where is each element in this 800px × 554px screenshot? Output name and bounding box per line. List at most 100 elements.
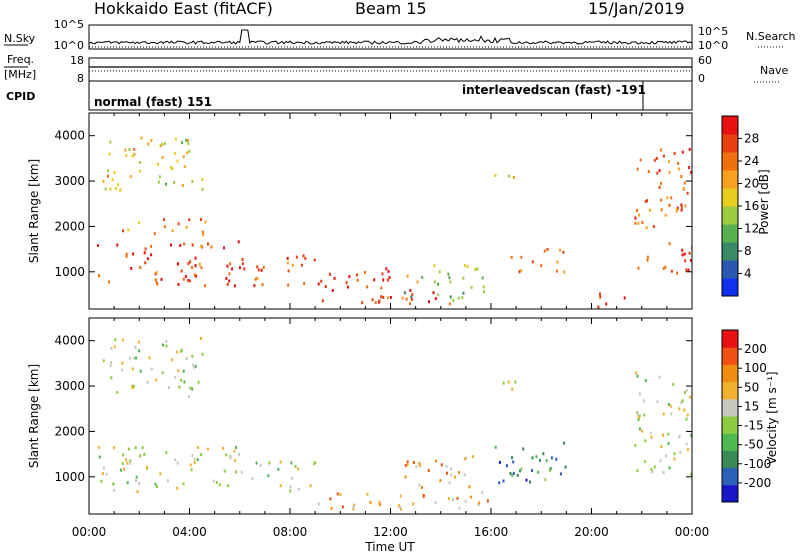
colorbar-tick-label: -100: [744, 457, 771, 471]
heatmap-cell: [559, 472, 562, 476]
heatmap-cell: [658, 375, 661, 379]
heatmap-cell: [690, 434, 692, 438]
heatmap-cell: [656, 400, 659, 404]
heatmap-cell: [381, 272, 384, 276]
heatmap-cell: [333, 276, 336, 280]
heatmap-cell: [688, 166, 691, 169]
heatmap-cell: [648, 208, 651, 212]
heatmap-cell: [187, 139, 189, 143]
heatmap-cell: [562, 250, 565, 254]
heatmap-cell: [191, 363, 194, 367]
colorbar-swatch: [722, 364, 738, 383]
heatmap-cell: [346, 285, 349, 289]
heatmap-cell: [229, 262, 232, 266]
heatmap-cell: [544, 478, 547, 482]
heatmap-cell: [457, 296, 460, 300]
heatmap-cell: [512, 176, 515, 179]
heatmap-cell: [109, 187, 112, 191]
heatmap-cell: [676, 271, 679, 275]
heatmap-cell: [463, 457, 466, 461]
heatmap-cell: [514, 380, 517, 384]
heatmap-cell: [356, 278, 359, 282]
heatmap-cell: [157, 163, 159, 166]
heatmap-cell: [462, 291, 465, 295]
colorbar-swatch: [722, 152, 738, 171]
heatmap-cell: [519, 469, 521, 473]
heatmap-cell: [188, 218, 191, 222]
heatmap-cell: [373, 278, 376, 282]
heatmap-cell: [127, 447, 130, 451]
cpid-segment-normal: normal (fast) 151: [94, 95, 212, 109]
heatmap-cell: [522, 447, 525, 451]
heatmap-cell: [406, 274, 409, 278]
heatmap-cell: [163, 225, 166, 229]
heatmap-cell: [531, 260, 534, 264]
heatmap-cell: [422, 493, 425, 497]
heatmap-cell: [131, 386, 134, 390]
heatmap-cell: [233, 449, 236, 453]
heatmap-cell: [102, 359, 105, 363]
heatmap-cell: [481, 491, 484, 494]
heatmap-cell: [482, 285, 485, 289]
heatmap-cell: [131, 367, 134, 371]
heatmap-cell: [387, 269, 390, 273]
heatmap-cell: [201, 178, 204, 181]
heatmap-cell: [680, 203, 683, 207]
heatmap-cell: [681, 248, 684, 252]
heatmap-cell: [681, 150, 684, 154]
heatmap-cell: [256, 276, 259, 280]
heatmap-cell: [235, 446, 237, 449]
heatmap-cell: [637, 221, 640, 225]
heatmap-cell: [171, 229, 174, 233]
heatmap-cell: [668, 160, 670, 164]
heatmap-cell: [386, 278, 389, 282]
heatmap-cell: [564, 465, 567, 469]
heatmap-cell: [182, 277, 185, 281]
heatmap-cell: [670, 196, 673, 200]
heatmap-cell: [685, 388, 688, 392]
heatmap-cell: [658, 169, 661, 173]
heatmap-cell: [204, 284, 207, 288]
heatmap-cell: [144, 261, 147, 265]
heatmap-cell: [183, 165, 186, 169]
heatmap-cell: [686, 191, 689, 195]
heatmap-cell: [191, 354, 194, 358]
heatmap-cell: [226, 282, 229, 286]
heatmap-cell: [309, 484, 312, 488]
heatmap-cell: [168, 386, 170, 390]
heatmap-cell: [127, 228, 130, 232]
nsearch-tick-top: 10^5: [698, 25, 728, 38]
heatmap-cell: [463, 263, 466, 267]
heatmap-cell: [176, 350, 179, 354]
heatmap-cell: [681, 399, 684, 403]
heatmap-cell: [139, 454, 142, 458]
heatmap-cell: [605, 302, 608, 306]
heatmap-cell: [254, 277, 257, 281]
heatmap-cell: [135, 479, 137, 483]
heatmap-cell: [138, 349, 141, 353]
heatmap-cell: [406, 460, 409, 464]
heatmap-cell: [421, 275, 424, 279]
heatmap-cell: [133, 356, 136, 360]
heatmap-cell: [154, 482, 157, 486]
power-heatmap-cells: [97, 136, 692, 309]
heatmap-cell: [189, 260, 192, 264]
heatmap-cell: [255, 461, 258, 465]
heatmap-cell: [150, 139, 153, 142]
colorbar-swatch: [722, 347, 738, 365]
heatmap-cell: [286, 256, 289, 260]
heatmap-cell: [125, 254, 128, 258]
heatmap-cell: [174, 375, 177, 379]
heatmap-cell: [261, 283, 264, 287]
heatmap-cell: [653, 158, 656, 162]
heatmap-cell: [159, 144, 162, 148]
heatmap-cell: [428, 300, 430, 304]
heatmap-cell: [124, 148, 127, 152]
heatmap-cell: [512, 460, 515, 464]
heatmap-cell: [667, 441, 670, 445]
heatmap-cell: [538, 458, 541, 462]
colorbar-tick-label: 200: [744, 342, 767, 356]
heatmap-cell: [647, 170, 650, 173]
heatmap-cell: [122, 229, 125, 233]
